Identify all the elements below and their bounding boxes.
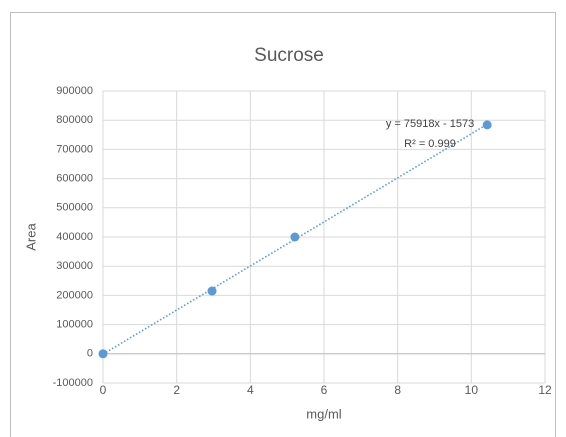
y-tick-label: 600000 [56, 173, 93, 185]
x-tick-label: 12 [538, 383, 552, 397]
data-point [290, 232, 300, 242]
x-tick-label: 10 [465, 383, 479, 397]
x-tick-label: 4 [247, 383, 254, 397]
data-point [207, 286, 217, 296]
y-tick-label: 500000 [56, 202, 93, 214]
chart-title: Sucrose [254, 45, 324, 66]
x-tick-label: 8 [394, 383, 401, 397]
y-tick-label: 0 [87, 348, 93, 360]
y-tick-label: -100000 [53, 377, 93, 389]
x-tick-label: 0 [100, 383, 107, 397]
trendline-equation: y = 75918x - 1573 [386, 118, 474, 130]
y-axis-label: Area [23, 223, 38, 251]
x-tick-label: 6 [321, 383, 328, 397]
trendline-r-squared: R² = 0.999 [404, 138, 456, 150]
y-tick-label: 200000 [56, 289, 93, 301]
y-tick-label: 900000 [56, 85, 93, 97]
y-tick-label: 800000 [56, 114, 93, 126]
y-tick-label: 400000 [56, 231, 93, 243]
trendline [102, 123, 488, 355]
x-axis-label: mg/ml [306, 406, 342, 421]
data-point [98, 349, 108, 359]
data-point [482, 120, 492, 130]
y-tick-label: 700000 [56, 143, 93, 155]
y-tick-label: 300000 [56, 260, 93, 272]
x-tick-label: 2 [173, 383, 180, 397]
y-tick-label: 100000 [56, 319, 93, 331]
chart-frame [10, 12, 556, 437]
